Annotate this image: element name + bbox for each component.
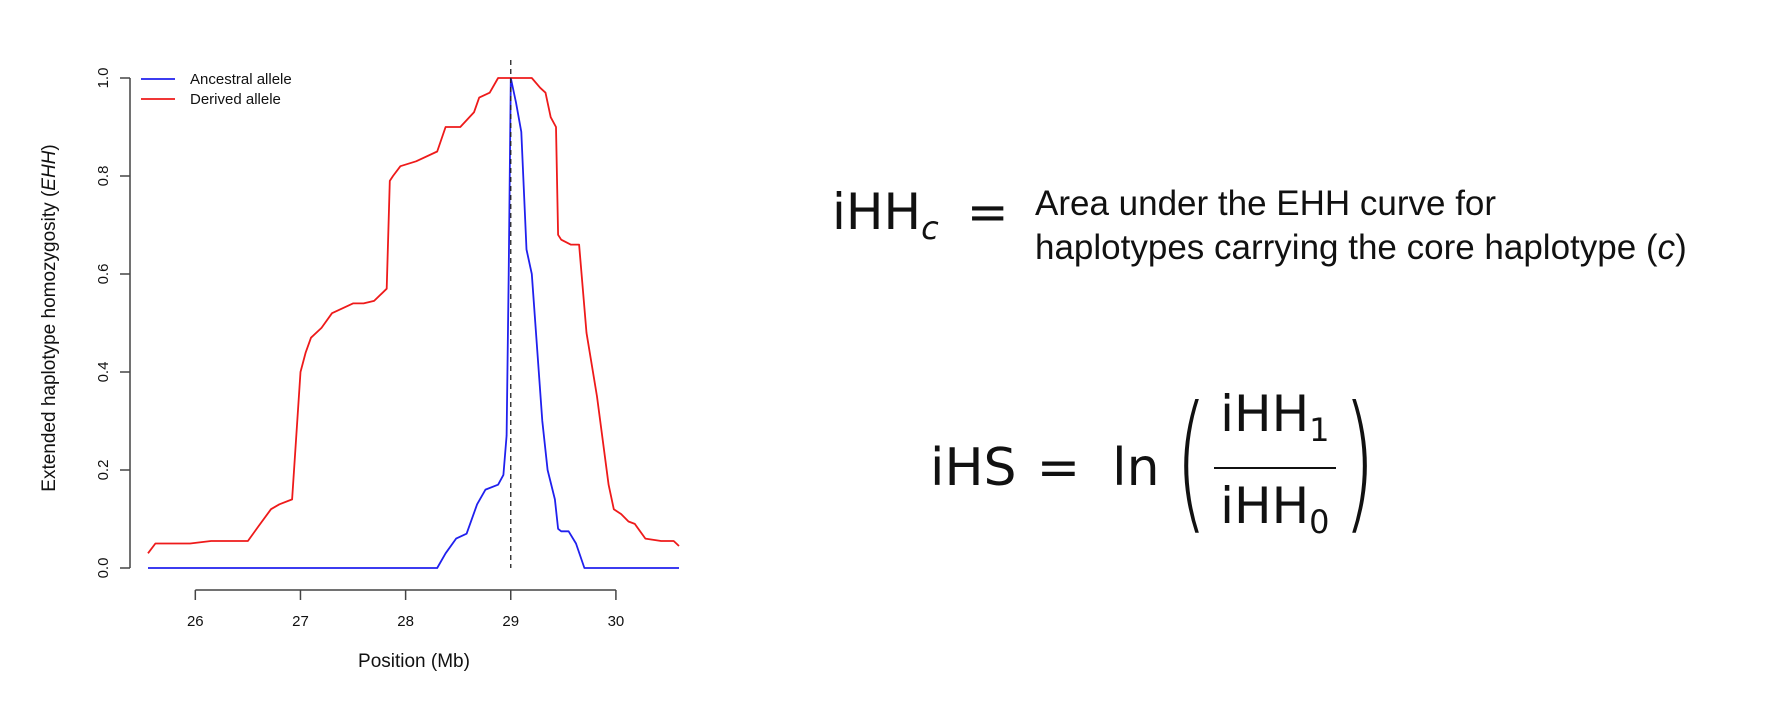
legend-label: Derived allele xyxy=(190,91,281,108)
description-line-2-suffix: ) xyxy=(1675,228,1687,267)
y-tick-label: 0.4 xyxy=(95,362,112,383)
ihs-denominator: iHH0 xyxy=(1214,475,1335,553)
ihhc-subscript: c xyxy=(921,209,939,247)
y-tick-label: 1.0 xyxy=(95,68,112,89)
x-tick-label: 30 xyxy=(608,613,625,630)
chart-axes: 26 27 28 29 30 0.0 0.2 0.4 0.6 0.8 1.0 xyxy=(95,68,624,630)
description-line-2-prefix: haplotypes carrying the core haplotype ( xyxy=(1035,228,1658,267)
y-tick-label: 0.0 xyxy=(95,558,112,579)
ihhc-equals: = xyxy=(966,183,1009,241)
chart-legend: Ancestral allele Derived allele xyxy=(141,71,292,108)
x-tick-label: 29 xyxy=(502,613,519,630)
description-line-2: haplotypes carrying the core haplotype (… xyxy=(1035,226,1687,270)
ihs-denominator-sub: 0 xyxy=(1309,503,1330,541)
ihs-left-paren: ( xyxy=(1174,375,1207,549)
ihs-numerator-sub: 1 xyxy=(1309,411,1330,449)
x-axis-label: Position (Mb) xyxy=(358,651,470,672)
ihs-right-paren: ) xyxy=(1342,375,1375,549)
y-axis-label-suffix: ) xyxy=(39,144,60,150)
ihhc-equation: iHHc = xyxy=(832,182,1009,258)
y-axis-label: Extended haplotype homozygosity (EHH) xyxy=(39,144,60,491)
description-line-1: Area under the EHH curve for xyxy=(1035,184,1497,223)
x-tick-label: 28 xyxy=(397,613,414,630)
ihs-numerator: iHH1 xyxy=(1214,383,1335,461)
series-line-derived xyxy=(147,77,680,554)
y-axis-label-prefix: Extended haplotype homozygosity ( xyxy=(39,190,60,492)
y-tick-label: 0.6 xyxy=(95,264,112,285)
ihs-equation: iHS = ln ( iHH1 iHH0 ) xyxy=(930,375,1388,549)
ihhc-lhs: iHH xyxy=(832,183,922,241)
ihs-fraction-bar xyxy=(1214,467,1336,469)
ihs-numerator-text: iHH xyxy=(1220,385,1310,443)
y-axis-label-italic: EHH xyxy=(39,150,60,190)
y-tick-label: 0.8 xyxy=(95,166,112,187)
ihhc-description: Area under the EHH curve for haplotypes … xyxy=(1035,182,1687,270)
series-line-ancestral xyxy=(148,77,679,569)
ihs-equals: = xyxy=(1036,438,1081,498)
x-tick-label: 26 xyxy=(187,613,204,630)
y-tick-label: 0.2 xyxy=(95,460,112,481)
ehh-chart: 26 27 28 29 30 0.0 0.2 0.4 0.6 0.8 1.0 Ancestral a… xyxy=(39,60,680,672)
legend-label: Ancestral allele xyxy=(190,71,292,88)
ihs-lhs: iHS xyxy=(930,438,1017,498)
ihs-ln: ln xyxy=(1112,438,1160,498)
description-line-2-italic: c xyxy=(1657,228,1676,267)
chart-series xyxy=(147,60,680,569)
x-tick-label: 27 xyxy=(292,613,309,630)
ihs-fraction: iHH1 iHH0 xyxy=(1214,383,1336,553)
ihs-denominator-text: iHH xyxy=(1220,477,1310,535)
